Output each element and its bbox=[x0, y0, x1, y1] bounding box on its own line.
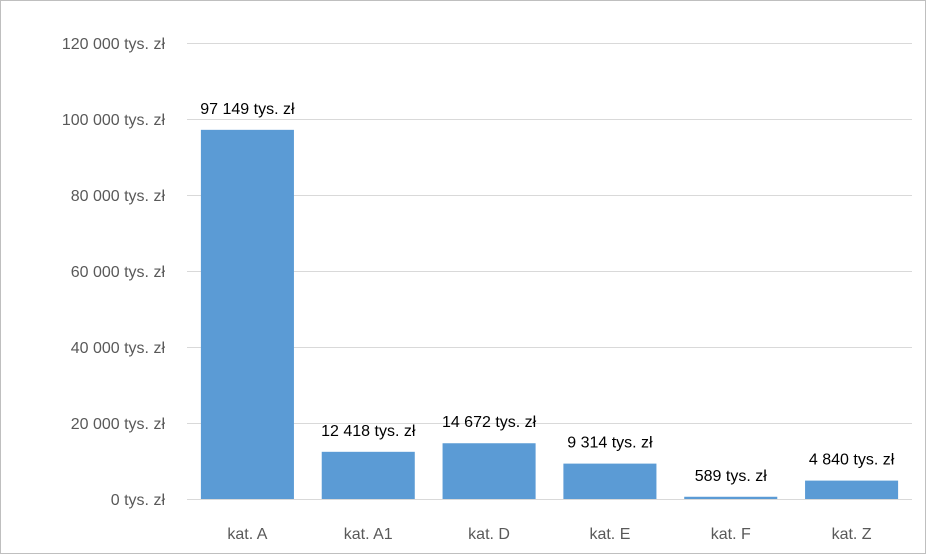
x-tick-label: kat. F bbox=[711, 526, 751, 543]
bar bbox=[563, 463, 657, 499]
data-label: 4 840 tys. zł bbox=[809, 452, 895, 469]
y-tick-label: 80 000 tys. zł bbox=[71, 188, 166, 205]
bars bbox=[200, 129, 899, 499]
y-tick-label: 20 000 tys. zł bbox=[71, 416, 166, 433]
data-label: 9 314 tys. zł bbox=[567, 435, 653, 452]
y-tick-label: 100 000 tys. zł bbox=[62, 112, 166, 129]
x-tick-label: kat. A bbox=[227, 526, 267, 543]
bar bbox=[805, 480, 899, 499]
data-labels: 97 149 tys. zł 12 418 tys. zł 14 672 tys. … bbox=[200, 101, 894, 485]
x-tick-label: kat. Z bbox=[832, 526, 872, 543]
x-axis-tick-labels: kat. A kat. A1 kat. D kat. E kat. F kat. Z bbox=[227, 526, 871, 543]
x-tick-label: kat. E bbox=[589, 526, 630, 543]
y-tick-label: 0 tys. zł bbox=[111, 492, 166, 509]
y-axis-tick-labels: 0 tys. zł 20 000 tys. zł 40 000 tys. zł 60 … bbox=[62, 36, 166, 509]
data-label: 12 418 tys. zł bbox=[321, 423, 416, 440]
y-tick-label: 120 000 tys. zł bbox=[62, 36, 166, 53]
bar bbox=[684, 496, 778, 499]
data-label: 589 tys. zł bbox=[695, 468, 767, 485]
y-tick-label: 40 000 tys. zł bbox=[71, 340, 166, 357]
y-tick-label: 60 000 tys. zł bbox=[71, 264, 166, 281]
data-label: 97 149 tys. zł bbox=[200, 101, 295, 118]
bar bbox=[442, 443, 536, 499]
x-tick-label: kat. A1 bbox=[344, 526, 393, 543]
data-label: 14 672 tys. zł bbox=[442, 414, 537, 431]
bar bbox=[321, 451, 415, 499]
x-tick-label: kat. D bbox=[468, 526, 510, 543]
bar bbox=[200, 129, 294, 499]
gridlines bbox=[187, 43, 912, 500]
